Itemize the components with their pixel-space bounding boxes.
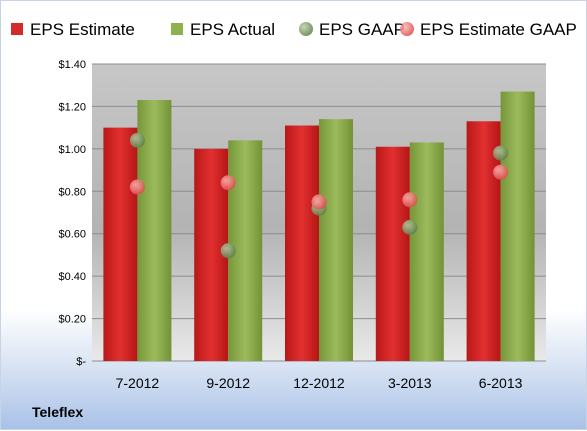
y-tick-label: $0.20 [58, 314, 86, 326]
y-tick-label: $1.20 [58, 101, 86, 113]
legend-label-eps-gaap: EPS GAAP [319, 20, 405, 39]
bar-eps-estimate [375, 146, 410, 361]
marker-eps-estimate-gaap [129, 179, 145, 195]
marker-eps-estimate-gaap [220, 175, 236, 191]
legend-swatch-eps-actual [171, 23, 183, 35]
y-tick-label: $- [76, 356, 86, 368]
legend-label-eps-estimate: EPS Estimate [30, 20, 135, 39]
company-name: Teleflex [32, 404, 83, 420]
bar-eps-actual [409, 142, 444, 361]
marker-eps-estimate-gaap [493, 164, 509, 180]
marker-eps-gaap [129, 132, 145, 148]
marker-eps-estimate-gaap [402, 192, 418, 208]
y-tick-label: $0.80 [58, 186, 86, 198]
legend-label-eps-estimate-gaap: EPS Estimate GAAP [420, 20, 577, 39]
legend-swatch-eps-gaap [299, 22, 313, 36]
marker-eps-gaap [402, 219, 418, 235]
x-tick-label: 3-2013 [388, 375, 432, 391]
x-axis-labels: 7-2012 9-2012 12-2012 3-2013 6-2013 [116, 375, 523, 391]
legend: EPS Estimate EPS Actual EPS GAAP EPS Estima… [11, 20, 577, 39]
x-tick-label: 12-2012 [293, 375, 345, 391]
x-tick-label: 6-2013 [479, 375, 523, 391]
y-tick-label: $1.00 [58, 144, 86, 156]
legend-swatch-eps-estimate-gaap [400, 22, 414, 36]
x-tick-label: 9-2012 [206, 375, 250, 391]
y-tick-label: $1.40 [58, 59, 86, 71]
x-tick-label: 7-2012 [116, 375, 160, 391]
y-tick-label: $0.60 [58, 229, 86, 241]
legend-swatch-eps-estimate [11, 23, 23, 35]
bar-eps-actual [500, 91, 535, 361]
bar-eps-estimate [103, 127, 138, 362]
y-tick-label: $0.40 [58, 271, 86, 283]
markers [129, 132, 509, 259]
y-axis-ticks: $- $0.20 $0.40 $0.60 $0.80 $1.00 $1.20 $1.40 [58, 59, 86, 368]
bars [103, 91, 535, 362]
legend-label-eps-actual: EPS Actual [190, 20, 275, 39]
marker-eps-gaap [493, 145, 509, 161]
bar-eps-estimate [466, 121, 501, 362]
bar-eps-estimate [285, 125, 319, 362]
marker-eps-estimate-gaap [311, 194, 327, 210]
marker-eps-gaap [220, 243, 236, 259]
bar-eps-actual [319, 119, 353, 362]
